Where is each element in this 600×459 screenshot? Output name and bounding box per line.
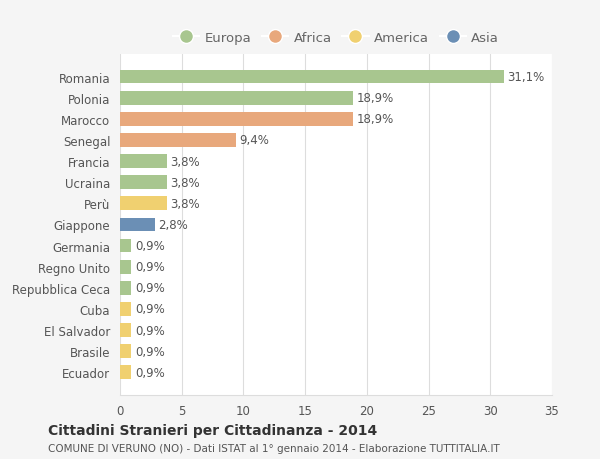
Bar (120, 345, 131, 358)
Text: 9,4%: 9,4% (240, 134, 269, 147)
Bar (120, 71, 504, 84)
Text: Cittadini Stranieri per Cittadinanza - 2014: Cittadini Stranieri per Cittadinanza - 2… (48, 423, 377, 437)
Text: 0,9%: 0,9% (135, 240, 164, 252)
Text: 0,9%: 0,9% (135, 324, 164, 337)
Bar (120, 218, 155, 232)
Bar (120, 366, 131, 379)
Bar (120, 197, 167, 211)
Text: 0,9%: 0,9% (135, 282, 164, 295)
Text: 18,9%: 18,9% (357, 113, 394, 126)
Bar (120, 134, 236, 147)
Text: 0,9%: 0,9% (135, 303, 164, 316)
Text: 0,9%: 0,9% (135, 261, 164, 274)
Text: 0,9%: 0,9% (135, 366, 164, 379)
Text: 31,1%: 31,1% (508, 71, 545, 84)
Text: 2,8%: 2,8% (158, 218, 188, 231)
Text: COMUNE DI VERUNO (NO) - Dati ISTAT al 1° gennaio 2014 - Elaborazione TUTTITALIA.: COMUNE DI VERUNO (NO) - Dati ISTAT al 1°… (48, 443, 500, 453)
Bar (120, 281, 131, 295)
Legend: Europa, Africa, America, Asia: Europa, Africa, America, Asia (169, 28, 503, 49)
Text: 3,8%: 3,8% (170, 176, 200, 189)
Bar (120, 112, 353, 126)
Text: 18,9%: 18,9% (357, 92, 394, 105)
Bar (120, 155, 167, 168)
Bar (120, 176, 167, 190)
Bar (120, 92, 353, 105)
Bar (120, 239, 131, 253)
Text: 3,8%: 3,8% (170, 197, 200, 210)
Bar (120, 260, 131, 274)
Text: 3,8%: 3,8% (170, 155, 200, 168)
Bar (120, 302, 131, 316)
Text: 0,9%: 0,9% (135, 345, 164, 358)
Bar (120, 324, 131, 337)
